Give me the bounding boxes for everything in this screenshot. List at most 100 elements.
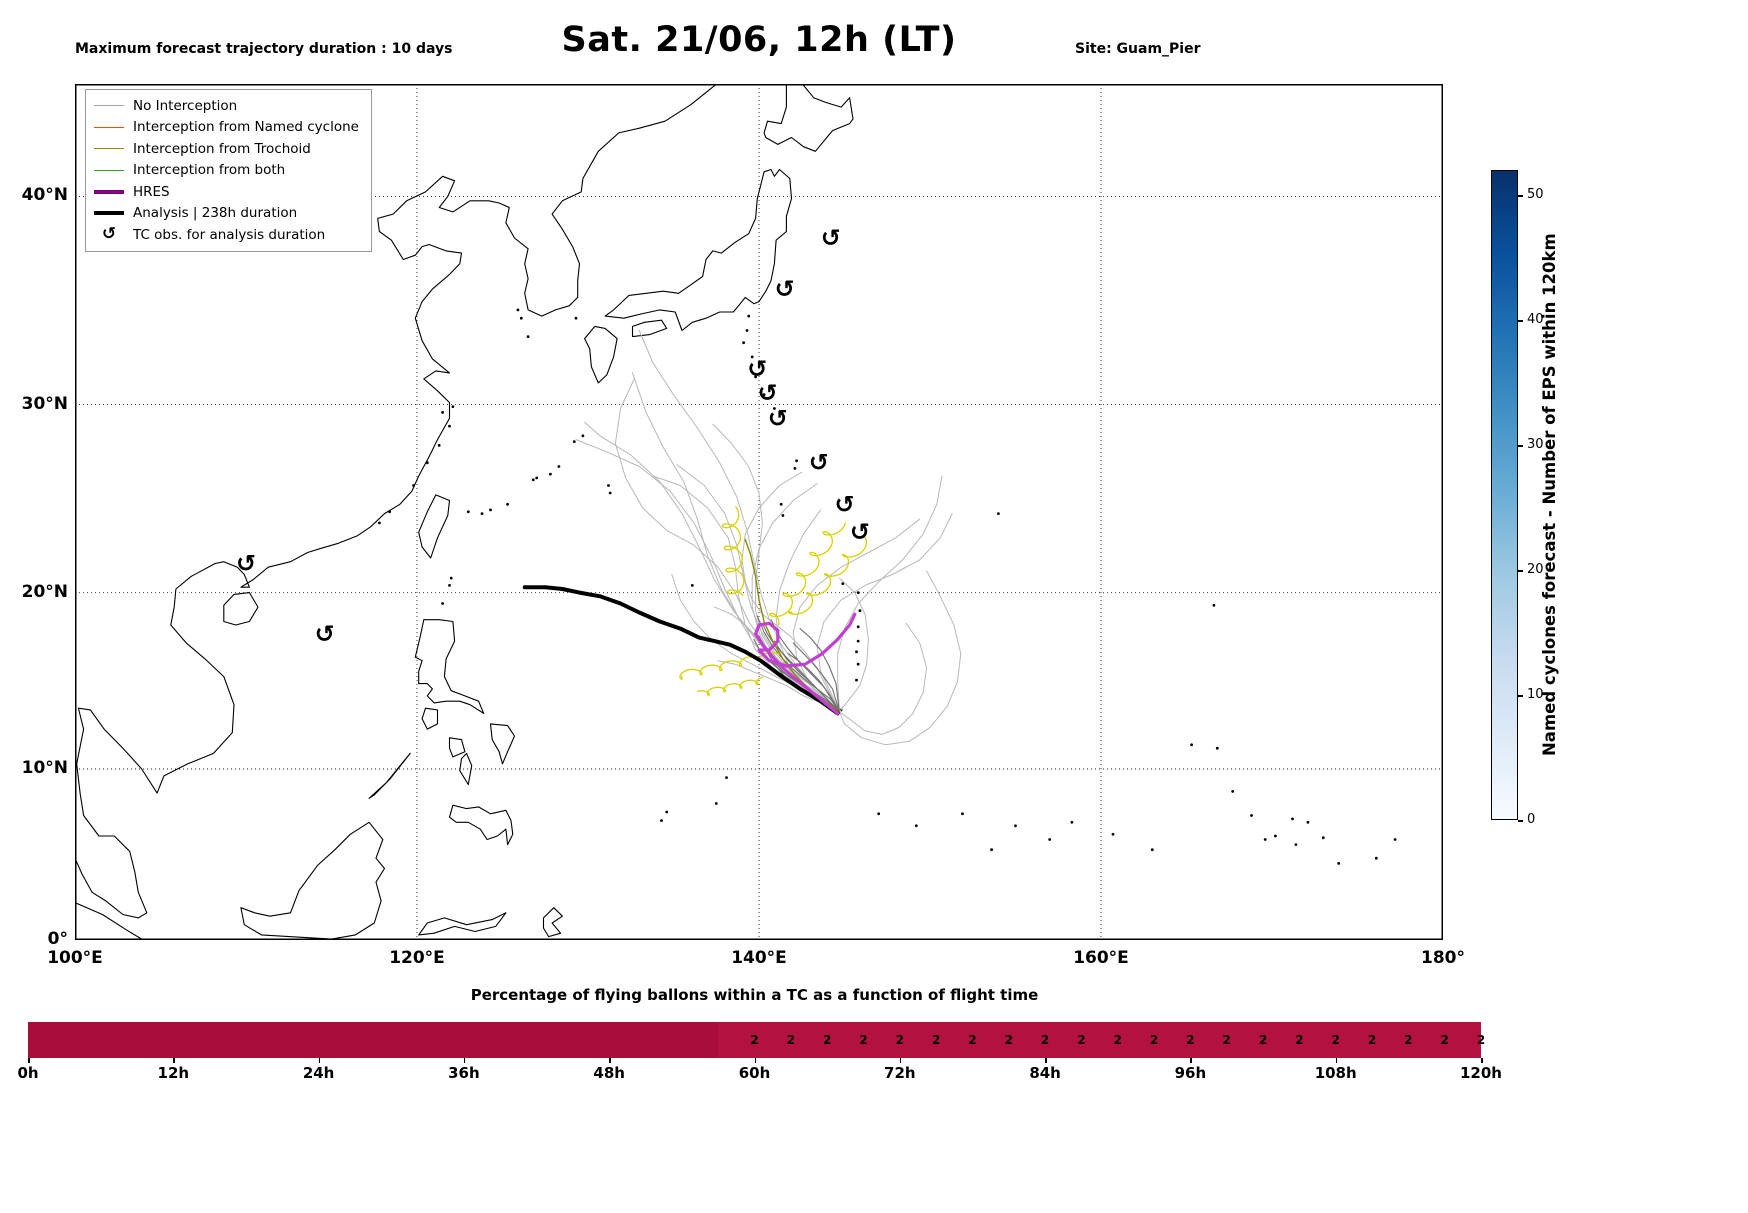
- tc-obs-symbol: ↺: [834, 490, 854, 518]
- island-dot: [437, 444, 441, 447]
- balloon-bar-value: 2: [1404, 1033, 1413, 1047]
- y-tick-label: 10°N: [21, 758, 68, 778]
- legend-line-swatch: [94, 148, 124, 150]
- tc-obs-symbol: ↺: [821, 224, 841, 252]
- coastline: [448, 804, 514, 846]
- legend-label: No Interception: [133, 97, 238, 114]
- bottom-tick-label: 36h: [448, 1064, 480, 1082]
- legend-label: Interception from Named cyclone: [133, 119, 359, 136]
- island-dot: [1294, 843, 1298, 846]
- balloon-bar-value: 2: [1440, 1033, 1449, 1047]
- balloon-bar-value: 2: [859, 1033, 868, 1047]
- balloon-bar-value: 2: [1331, 1033, 1340, 1047]
- legend-line-swatch: [94, 126, 124, 128]
- balloon-bar-value: 2: [895, 1033, 904, 1047]
- tc-obs-legend-symbol: ↺: [101, 224, 117, 245]
- ensemble-track: [838, 577, 869, 713]
- balloon-bar-value: 2: [1113, 1033, 1122, 1047]
- tc-obs-symbol: ↺: [757, 379, 777, 407]
- balloon-bar-value: 2: [1004, 1033, 1013, 1047]
- island-dot: [557, 465, 561, 468]
- colorbar-tick-label: 0: [1527, 812, 1536, 827]
- legend-line: [94, 105, 124, 107]
- island-dot: [990, 848, 993, 852]
- island-dot: [526, 335, 530, 338]
- colorbar-tick-mark: [1518, 195, 1523, 197]
- colorbar-label: Named cyclones forecast - Number of EPS …: [1540, 233, 1559, 757]
- coastline: [763, 84, 854, 152]
- legend-item: No Interception: [94, 95, 359, 117]
- island-dot: [516, 308, 520, 312]
- colorbar-tick-label: 10: [1527, 687, 1544, 702]
- island-dot: [608, 491, 612, 495]
- colorbar-tick-mark: [1518, 820, 1523, 822]
- ensemble-track: [632, 372, 840, 713]
- balloon-bar-value: 2: [1367, 1033, 1377, 1047]
- legend-line-swatch: [94, 169, 124, 171]
- coastline: [418, 494, 451, 559]
- island-dot: [773, 407, 776, 410]
- balloon-bar-value: 2: [1149, 1033, 1159, 1047]
- island-dot: [448, 584, 451, 587]
- island-dot: [480, 512, 484, 515]
- ensemble-track-dense: [799, 628, 840, 713]
- island-dot: [795, 459, 798, 463]
- coastline: [542, 907, 563, 938]
- bottom-tick-mark: [318, 1058, 321, 1063]
- island-dot: [762, 393, 766, 397]
- legend-item: ↺ TC obs. for analysis duration: [94, 224, 359, 246]
- island-dot: [742, 341, 745, 345]
- bottom-tick-label: 84h: [1029, 1064, 1061, 1082]
- balloon-bar-value: 2: [822, 1033, 832, 1047]
- legend-line: [94, 189, 124, 194]
- map-area: ↺ ↺ ↺ ↺ ↺ ↺ ↺ ↺ ↺ ↺ No Interception Interception f…: [75, 84, 1443, 940]
- ensemble-track-dense: [792, 642, 840, 713]
- island-dot: [660, 819, 663, 822]
- y-tick-label: 40°N: [21, 185, 68, 206]
- bottom-tick-label: 108h: [1314, 1064, 1357, 1082]
- island-dot: [388, 510, 391, 514]
- balloon-bar-segment: [718, 1022, 1481, 1058]
- ensemble-track: [838, 622, 928, 735]
- island-dot: [506, 502, 509, 506]
- island-dot: [781, 514, 785, 517]
- legend-item: Analysis | 238h duration: [94, 203, 359, 225]
- island-dot: [856, 591, 860, 594]
- ensemble-track: [751, 483, 840, 713]
- balloon-bar-value: 2: [750, 1033, 759, 1047]
- island-dot: [997, 512, 1000, 515]
- island-dot: [1150, 848, 1154, 852]
- island-dot: [714, 802, 718, 805]
- tc-obs-symbol: ↺: [747, 355, 767, 383]
- legend-line-swatch: [94, 211, 124, 216]
- ensemble-track: [837, 475, 943, 713]
- bottom-tick-mark: [1481, 1058, 1483, 1063]
- island-dot: [754, 375, 757, 379]
- balloon-bar-value: 2: [1295, 1033, 1304, 1047]
- island-dot: [1190, 743, 1193, 747]
- bottom-tick-label: 60h: [738, 1064, 771, 1082]
- island-dot: [1321, 836, 1325, 840]
- legend-label: TC obs. for analysis duration: [133, 226, 326, 243]
- hres-track: [753, 612, 857, 716]
- ensemble-track: [638, 330, 840, 713]
- island-dot: [607, 484, 610, 487]
- island-dot: [690, 584, 694, 587]
- island-dot: [856, 662, 860, 666]
- bottom-tick-mark: [1335, 1058, 1338, 1063]
- legend-label: Analysis | 238h duration: [133, 205, 298, 222]
- map-border: [75, 84, 1443, 940]
- balloon-bar-value: 2: [1258, 1033, 1268, 1047]
- island-dot: [425, 461, 429, 465]
- bottom-tick-mark: [1045, 1058, 1047, 1063]
- balloon-bar-value: 2: [786, 1033, 795, 1047]
- bottom-tick-label: 12h: [157, 1064, 190, 1082]
- island-dot: [1111, 832, 1115, 836]
- island-dot: [1274, 834, 1277, 838]
- island-dot: [856, 639, 860, 643]
- island-dot: [412, 484, 415, 487]
- x-tick-label: 100°E: [47, 948, 103, 968]
- legend-item: Interception from Named cyclone: [94, 117, 359, 139]
- analysis-track: [522, 585, 840, 716]
